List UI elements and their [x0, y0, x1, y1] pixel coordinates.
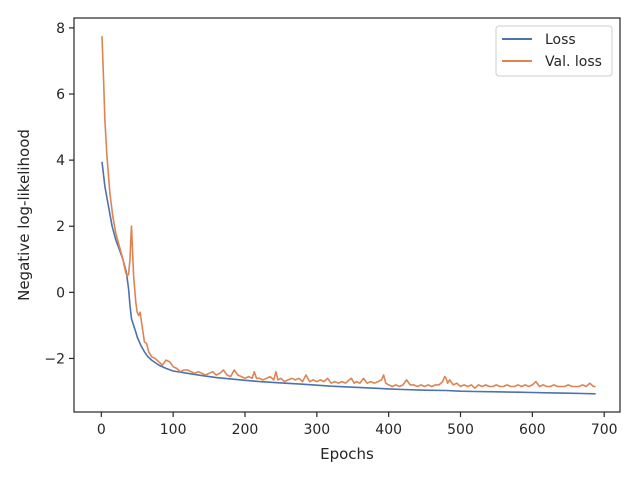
y-tick-label: 0 [56, 285, 65, 301]
y-tick-label: 4 [56, 153, 65, 169]
y-tick-label: 6 [56, 87, 65, 103]
legend-label-loss: Loss [545, 32, 576, 48]
x-tick-label: 500 [447, 422, 474, 438]
x-axis-label: Epochs [320, 445, 374, 463]
y-tick-label: 2 [56, 219, 65, 235]
x-tick-label: 300 [303, 422, 330, 438]
y-tick-label: −2 [44, 351, 65, 367]
series-line-val-loss [101, 36, 596, 390]
y-axis-label: Negative log-likelihood [15, 129, 33, 301]
series-line-loss [101, 161, 596, 395]
x-tick-label: 0 [97, 422, 106, 438]
legend: Loss Val. loss [495, 25, 613, 77]
plot-area [73, 17, 621, 413]
x-tick-label: 700 [591, 422, 618, 438]
x-tick-label: 600 [519, 422, 546, 438]
x-tick-label: 100 [160, 422, 187, 438]
legend-label-val-loss: Val. loss [545, 54, 602, 70]
x-tick-label: 200 [232, 422, 259, 438]
x-tick-label: 400 [375, 422, 402, 438]
y-tick-label: 8 [56, 21, 65, 37]
